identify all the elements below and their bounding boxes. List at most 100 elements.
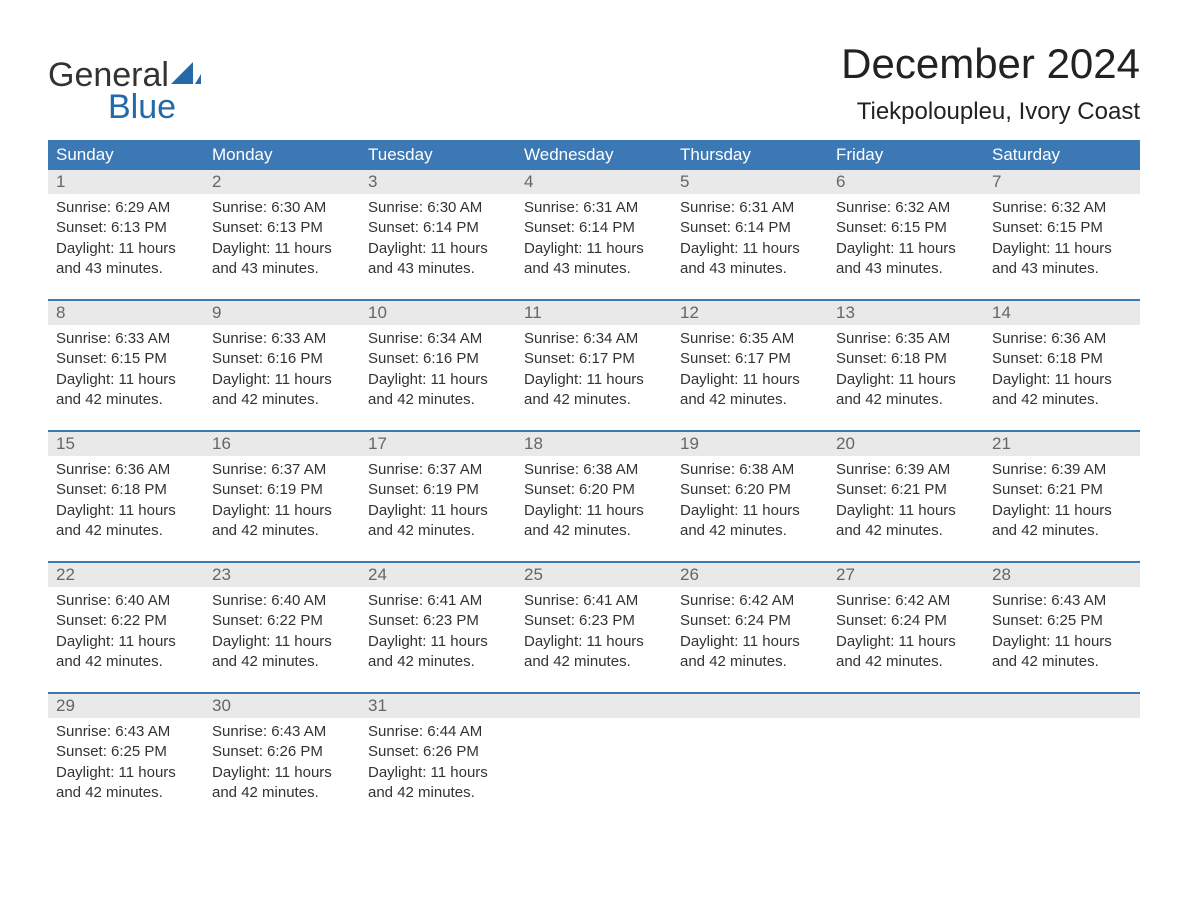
day-body: Sunrise: 6:34 AMSunset: 6:17 PMDaylight:…: [520, 329, 668, 410]
day-cell: 19Sunrise: 6:38 AMSunset: 6:20 PMDayligh…: [672, 432, 828, 545]
daylight-line-1: Daylight: 11 hours: [836, 239, 980, 259]
sunrise-label: Sunrise:: [524, 199, 579, 216]
day-number: 5: [672, 170, 828, 194]
daylight-label: Daylight:: [524, 371, 582, 388]
sunset-value: 6:14 PM: [423, 219, 479, 236]
daylight-line-2: and 43 minutes.: [680, 259, 824, 279]
sunrise-label: Sunrise:: [212, 199, 267, 216]
sunrise-line: Sunrise: 6:39 AM: [992, 460, 1136, 480]
sunrise-label: Sunrise:: [992, 461, 1047, 478]
day-body: Sunrise: 6:38 AMSunset: 6:20 PMDaylight:…: [520, 460, 668, 541]
daylight-value-1: 11 hours: [275, 502, 332, 519]
day-body: Sunrise: 6:31 AMSunset: 6:14 PMDaylight:…: [676, 198, 824, 279]
daylight-line-1: Daylight: 11 hours: [56, 632, 200, 652]
sunset-label: Sunset:: [680, 612, 731, 629]
day-body: Sunrise: 6:31 AMSunset: 6:14 PMDaylight:…: [520, 198, 668, 279]
day-cell: 24Sunrise: 6:41 AMSunset: 6:23 PMDayligh…: [360, 563, 516, 676]
daylight-line-1: Daylight: 11 hours: [992, 239, 1136, 259]
daylight-value-1: 11 hours: [899, 633, 956, 650]
logo: General Blue: [48, 40, 201, 124]
sunrise-value: 6:30 AM: [271, 199, 326, 216]
day-body: Sunrise: 6:37 AMSunset: 6:19 PMDaylight:…: [364, 460, 512, 541]
calendar: Sunday Monday Tuesday Wednesday Thursday…: [48, 140, 1140, 807]
daylight-value-1: 11 hours: [431, 240, 488, 257]
daylight-line-1: Daylight: 11 hours: [368, 632, 512, 652]
header-row: General Blue December 2024 Tiekpoloupleu…: [48, 40, 1140, 136]
day-cell: 17 Sunrise: 6:37 AMSunset: 6:19 PMDayligh…: [360, 432, 516, 545]
daylight-line-1: Daylight: 11 hours: [680, 239, 824, 259]
daylight-line-1: Daylight: 11 hours: [680, 501, 824, 521]
day-body: Sunrise: 6:39 AMSunset: 6:21 PMDaylight:…: [832, 460, 980, 541]
daylight-label: Daylight:: [212, 371, 270, 388]
sunrise-label: Sunrise:: [992, 199, 1047, 216]
sunset-label: Sunset:: [836, 612, 887, 629]
sunset-label: Sunset:: [56, 481, 107, 498]
sunset-line: Sunset: 6:14 PM: [524, 218, 668, 238]
day-number: [828, 694, 984, 718]
daylight-line-2: and 42 minutes.: [992, 390, 1136, 410]
sunset-line: Sunset: 6:14 PM: [368, 218, 512, 238]
sunset-line: Sunset: 6:18 PM: [992, 349, 1136, 369]
daylight-label: Daylight:: [680, 371, 738, 388]
daylight-value-1: 11 hours: [119, 240, 176, 257]
day-body: Sunrise: 6:33 AMSunset: 6:15 PMDaylight:…: [52, 329, 200, 410]
daylight-label: Daylight:: [368, 633, 426, 650]
sunset-line: Sunset: 6:22 PM: [56, 611, 200, 631]
sunrise-value: 6:36 AM: [1051, 330, 1106, 347]
day-cell: 21 Sunrise: 6:39 AMSunset: 6:21 PM Dayligh…: [984, 432, 1140, 545]
day-cell: 5 Sunrise: 6:31 AMSunset: 6:14 PMDaylight…: [672, 170, 828, 283]
sunrise-line: Sunrise: 6:37 AM: [212, 460, 356, 480]
sunrise-value: 6:41 AM: [583, 592, 638, 609]
day-body: Sunrise: 6:33 AMSunset: 6:16 PMDaylight:…: [208, 329, 356, 410]
sunset-label: Sunset:: [680, 350, 731, 367]
sunrise-line: Sunrise: 6:37 AM: [368, 460, 512, 480]
daylight-value-1: 11 hours: [275, 633, 332, 650]
daylight-line-2: and 43 minutes.: [212, 259, 356, 279]
day-number: 30: [204, 694, 360, 718]
daylight-line-2: and 42 minutes.: [680, 521, 824, 541]
daylight-label: Daylight:: [680, 240, 738, 257]
day-number: 31: [360, 694, 516, 718]
sunset-label: Sunset:: [212, 219, 263, 236]
sunset-value: 6:20 PM: [735, 481, 791, 498]
sunset-value: 6:23 PM: [423, 612, 479, 629]
day-number: 24: [360, 563, 516, 587]
day-number: 17: [360, 432, 516, 456]
sail-icon: [171, 58, 201, 92]
day-number: 16: [204, 432, 360, 456]
sunset-line: Sunset: 6:23 PM: [368, 611, 512, 631]
sunset-line: Sunset: 6:20 PM: [680, 480, 824, 500]
day-body: Sunrise: 6:39 AMSunset: 6:21 PM Daylight:…: [988, 460, 1136, 541]
daylight-line-2: and 42 minutes.: [368, 521, 512, 541]
daylight-line-1: Daylight: 11 hours: [56, 370, 200, 390]
sunrise-line: Sunrise: 6:43 AM: [212, 722, 356, 742]
sunset-label: Sunset:: [524, 350, 575, 367]
daylight-label: Daylight:: [992, 502, 1050, 519]
sunset-line: Sunset: 6:21 PM: [992, 480, 1136, 500]
day-cell: 26Sunrise: 6:42 AMSunset: 6:24 PMDayligh…: [672, 563, 828, 676]
sunrise-value: 6:31 AM: [739, 199, 794, 216]
daylight-line-2: and 42 minutes.: [56, 521, 200, 541]
day-cell: 1Sunrise: 6:29 AMSunset: 6:13 PMDaylight…: [48, 170, 204, 283]
sunset-value: 6:14 PM: [579, 219, 635, 236]
daylight-line-2: and 43 minutes.: [836, 259, 980, 279]
sunrise-label: Sunrise:: [368, 461, 423, 478]
day-body: Sunrise: 6:34 AMSunset: 6:16 PMDaylight:…: [364, 329, 512, 410]
sunrise-line: Sunrise: 6:31 AM: [524, 198, 668, 218]
daylight-line-2: and 42 minutes.: [56, 783, 200, 803]
sunset-label: Sunset:: [680, 481, 731, 498]
sunrise-value: 6:36 AM: [115, 461, 170, 478]
sunrise-line: Sunrise: 6:42 AM: [680, 591, 824, 611]
sunset-label: Sunset:: [524, 481, 575, 498]
daylight-label: Daylight:: [56, 764, 114, 781]
daylight-label: Daylight:: [836, 240, 894, 257]
sunrise-value: 6:39 AM: [895, 461, 950, 478]
sunset-line: Sunset: 6:26 PM: [212, 742, 356, 762]
sunrise-label: Sunrise:: [680, 199, 735, 216]
day-body: Sunrise: 6:43 AMSunset: 6:26 PMDaylight:…: [208, 722, 356, 803]
sunrise-value: 6:32 AM: [1051, 199, 1106, 216]
day-number: 22: [48, 563, 204, 587]
day-number: 21: [984, 432, 1140, 456]
calendar-week: 8Sunrise: 6:33 AMSunset: 6:15 PMDaylight…: [48, 299, 1140, 414]
day-number: 19: [672, 432, 828, 456]
